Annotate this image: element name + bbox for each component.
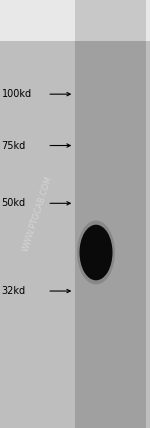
Bar: [75, 0, 146, 428]
Bar: [75, 0, 146, 41]
Text: 50kd: 50kd: [2, 198, 26, 208]
Bar: [0, 0, 150, 41]
Text: WWW.PTGCAB.COM: WWW.PTGCAB.COM: [21, 175, 54, 253]
Text: 32kd: 32kd: [2, 286, 26, 296]
Text: 75kd: 75kd: [2, 140, 26, 151]
Ellipse shape: [80, 225, 112, 280]
Ellipse shape: [77, 220, 115, 285]
Text: 100kd: 100kd: [2, 89, 32, 99]
